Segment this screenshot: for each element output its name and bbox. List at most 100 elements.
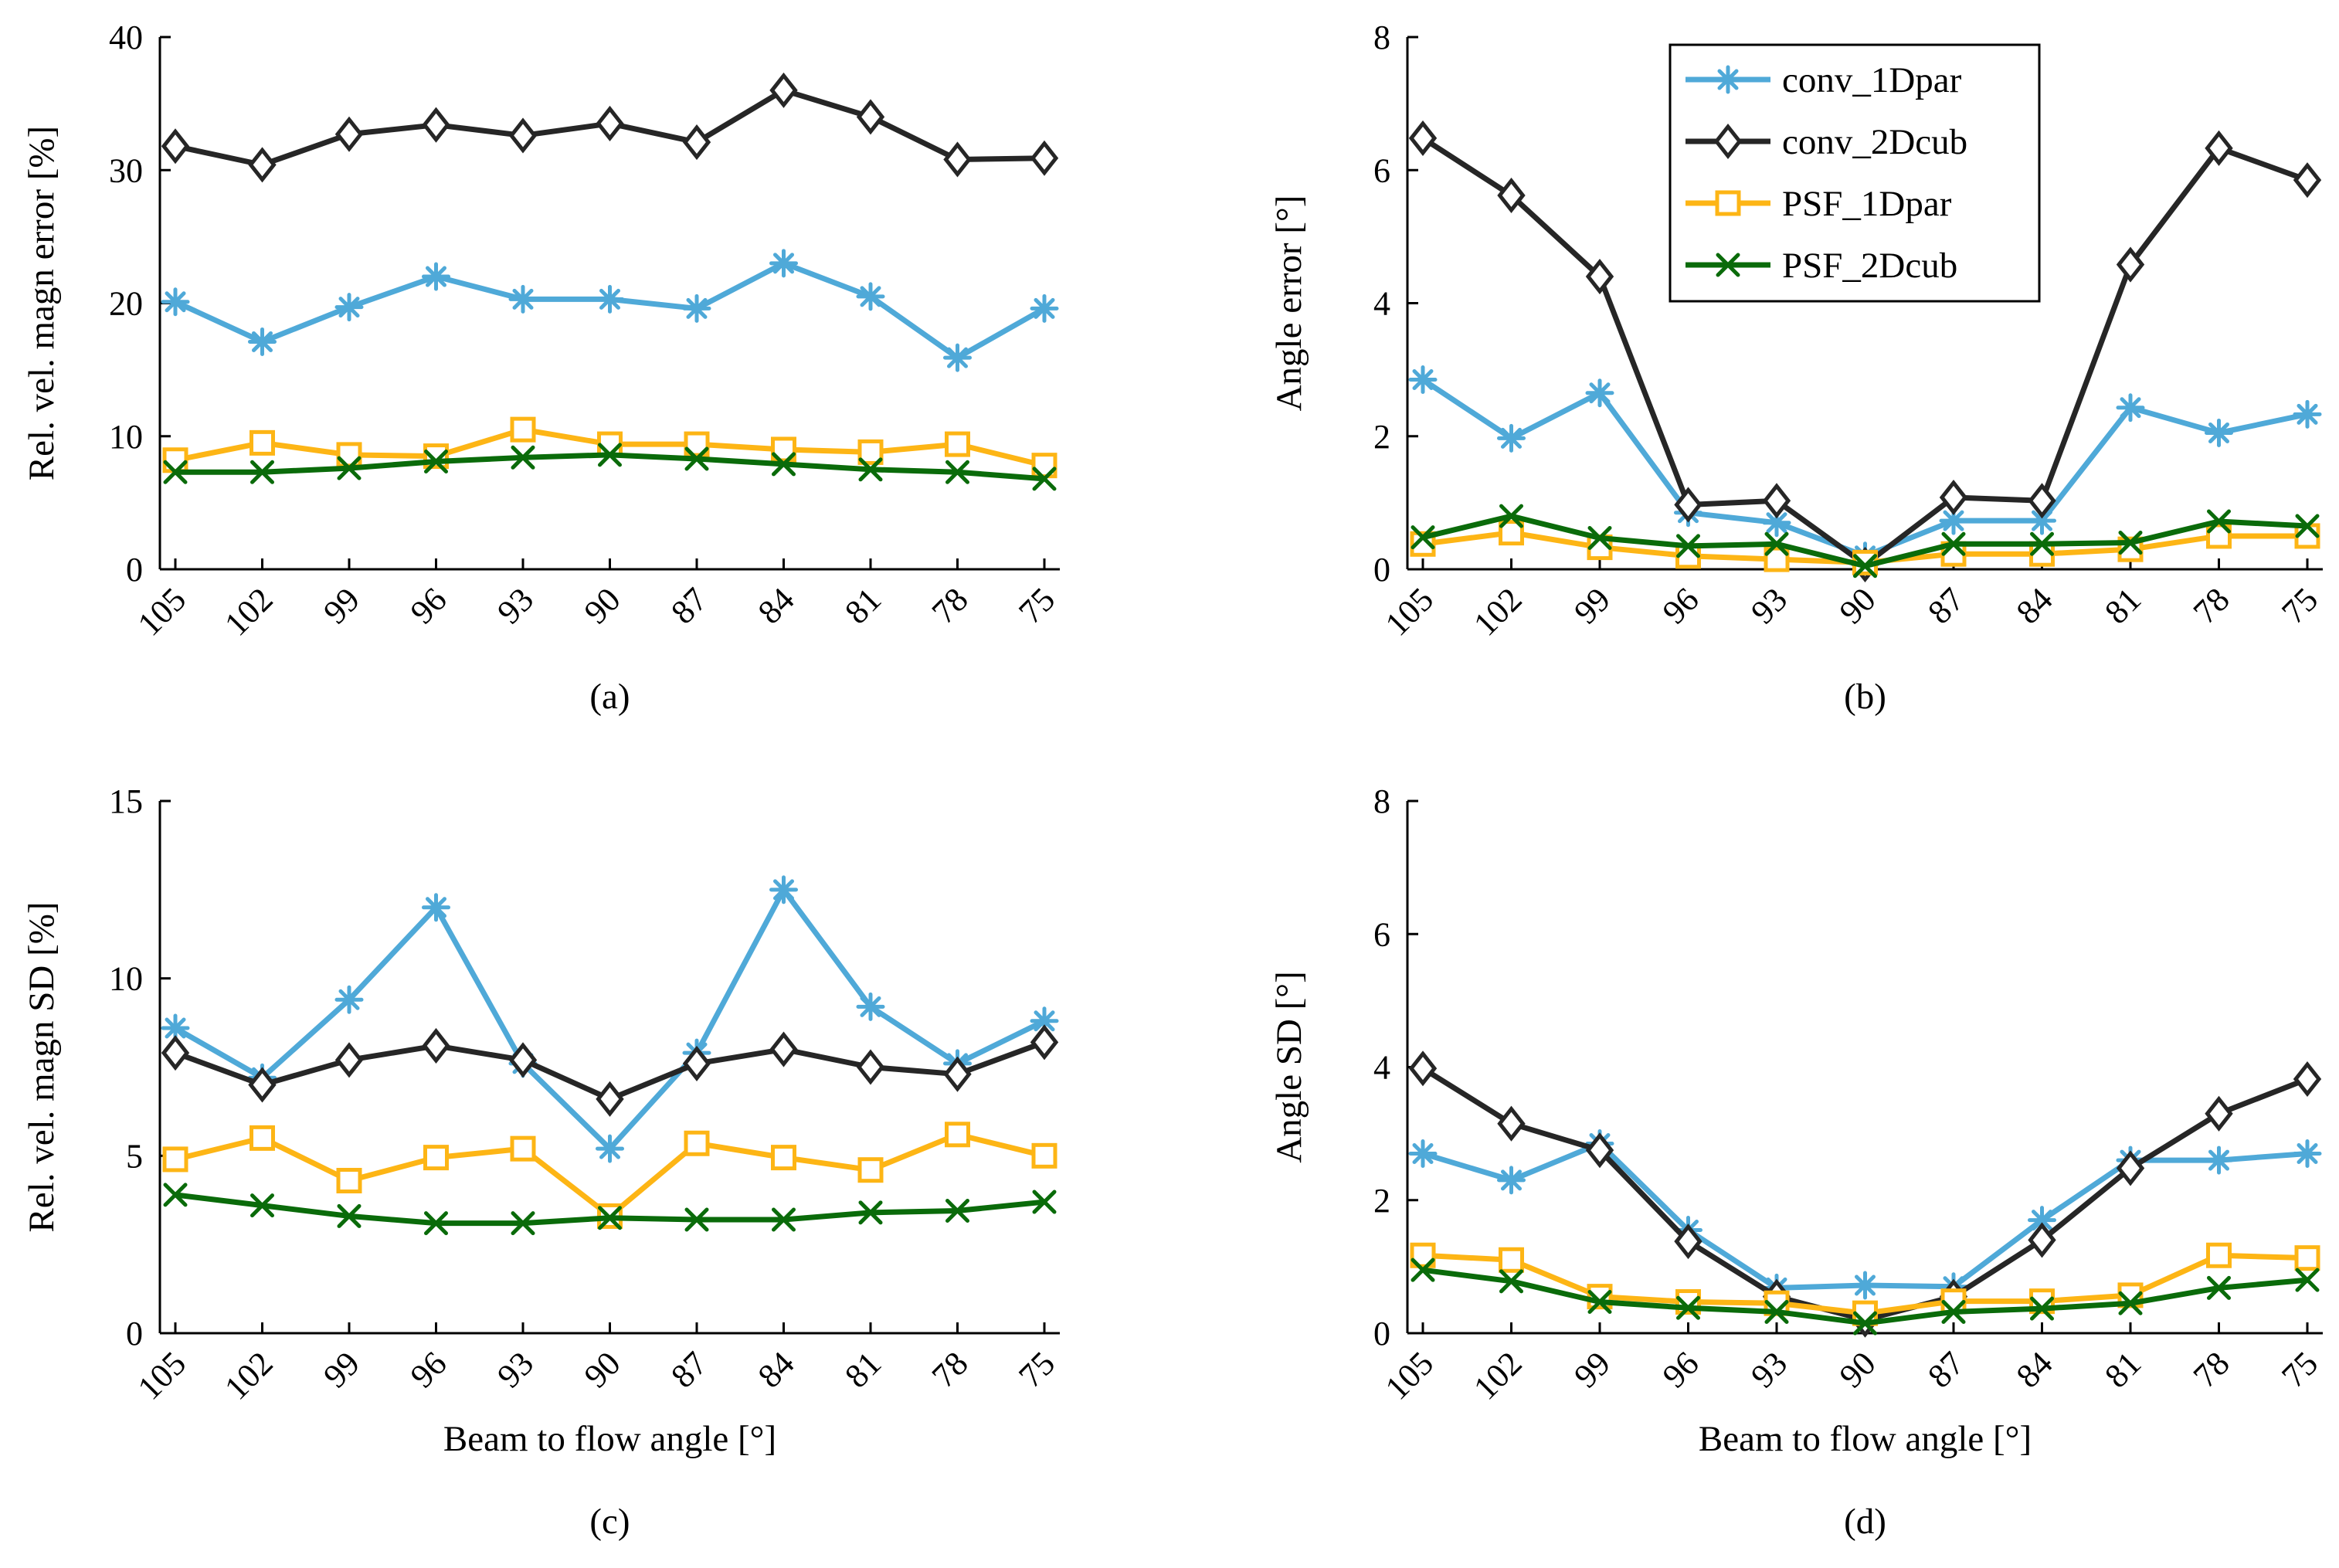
- data-point-conv-2dcub: [856, 99, 885, 135]
- data-point-conv-1dpar: [2293, 399, 2322, 429]
- panel-caption: (a): [589, 677, 630, 717]
- data-point-conv-1dpar: [1408, 1139, 1438, 1168]
- data-point-conv-2dcub: [1939, 479, 1968, 516]
- data-point-conv-2dcub: [2116, 246, 2145, 283]
- series-psf-1dpar: [1410, 520, 2320, 575]
- data-point-conv-1dpar: [856, 992, 885, 1021]
- data-point-psf-2dcub: [2295, 1268, 2320, 1292]
- data-point-conv-2dcub: [1762, 483, 1791, 519]
- data-point-psf-1dpar: [1940, 1288, 1967, 1315]
- data-point-conv-1dpar: [2028, 1206, 2056, 1235]
- y-axis-label: Rel. vel. magn error [%]: [22, 126, 62, 480]
- data-point-conv-2dcub: [1497, 177, 1526, 214]
- y-axis-label: Rel. vel. magn SD [%]: [22, 901, 62, 1232]
- legend-box: [1669, 43, 2041, 303]
- data-point-conv-1dpar: [334, 985, 364, 1014]
- data-point-conv-1dpar: [2205, 1145, 2233, 1175]
- data-point-psf-1dpar: [423, 1145, 449, 1171]
- data-point-psf-2dcub: [1032, 1190, 1057, 1214]
- data-point-psf-2dcub: [1941, 1299, 1966, 1324]
- data-point-conv-2dcub: [856, 1049, 885, 1085]
- data-point-conv-1dpar: [1762, 508, 1791, 538]
- series-psf-2dcub: [1411, 504, 2320, 579]
- legend-entry-psf-1dpar: PSF_1Dpar: [1686, 184, 1952, 224]
- data-point-psf-2dcub: [163, 460, 188, 484]
- data-point-psf-2dcub: [1499, 1269, 1523, 1294]
- data-point-psf-2dcub: [1853, 554, 1877, 579]
- data-point-conv-2dcub: [422, 107, 450, 143]
- panel-caption: (d): [1844, 1502, 1886, 1542]
- data-point-psf-1dpar: [857, 439, 884, 465]
- data-point-conv-1dpar: [161, 1013, 190, 1043]
- data-point-psf-1dpar: [250, 429, 275, 456]
- legend-label: PSF_2Dcub: [1782, 246, 1957, 286]
- y-tick-label: 4: [1373, 285, 1390, 323]
- data-point-conv-1dpar: [2028, 506, 2056, 535]
- data-point-conv-1dpar: [422, 893, 450, 922]
- data-point-psf-1dpar: [336, 1167, 362, 1193]
- series-conv-2dcub: [161, 72, 1059, 183]
- data-point-psf-2dcub: [684, 1207, 709, 1232]
- data-point-conv-1dpar: [1585, 378, 1614, 408]
- data-point-psf-1dpar: [771, 1145, 796, 1171]
- data-point-conv-2dcub: [1585, 259, 1614, 295]
- data-point-psf-2dcub: [598, 1206, 622, 1230]
- y-tick-label: 10: [109, 418, 143, 456]
- y-tick-label: 0: [1373, 551, 1390, 589]
- data-point-psf-2dcub: [1764, 531, 1789, 556]
- legend-entry-conv-1dpar: conv_1Dpar: [1686, 60, 1962, 100]
- data-point-conv-1dpar: [2116, 393, 2145, 423]
- data-point-conv-1dpar: [596, 1134, 624, 1163]
- data-point-psf-2dcub: [511, 1211, 535, 1236]
- data-point-psf-1dpar: [684, 1130, 710, 1156]
- x-axis-label: Beam to flow angle [°]: [443, 1419, 776, 1459]
- data-point-conv-1dpar: [769, 249, 798, 278]
- data-point-conv-1dpar: [1851, 1271, 1879, 1300]
- data-point-conv-1dpar: [1497, 423, 1526, 453]
- data-point-conv-2dcub: [769, 1031, 798, 1067]
- data-point-psf-1dpar: [250, 1125, 275, 1151]
- data-point-psf-1dpar: [945, 1122, 970, 1148]
- data-point-conv-1dpar: [248, 327, 277, 356]
- series-psf-2dcub: [163, 443, 1057, 491]
- legend-marker: [1713, 123, 1743, 160]
- data-point-conv-1dpar: [1497, 1166, 1526, 1195]
- series-psf-2dcub: [163, 1183, 1057, 1236]
- data-point-conv-2dcub: [1408, 1050, 1438, 1087]
- data-point-psf-2dcub: [1587, 526, 1612, 551]
- data-point-psf-2dcub: [424, 1211, 448, 1236]
- panel-caption: (b): [1844, 677, 1886, 717]
- data-point-psf-2dcub: [772, 452, 796, 477]
- data-point-psf-2dcub: [1676, 1295, 1700, 1320]
- data-point-psf-2dcub: [2118, 1291, 2143, 1315]
- data-point-conv-2dcub: [1585, 1132, 1614, 1169]
- data-point-conv-1dpar: [769, 875, 798, 904]
- data-point-conv-2dcub: [1408, 120, 1438, 156]
- data-point-psf-1dpar: [1031, 1142, 1057, 1169]
- y-tick-label: 5: [126, 1137, 143, 1175]
- y-tick-label: 15: [109, 782, 143, 820]
- legend-label: conv_1Dpar: [1782, 60, 1962, 100]
- data-point-conv-2dcub: [2293, 162, 2322, 199]
- data-point-conv-2dcub: [508, 117, 538, 154]
- data-point-conv-2dcub: [1674, 487, 1702, 523]
- data-point-psf-1dpar: [2206, 523, 2232, 549]
- data-point-conv-2dcub: [2028, 1222, 2056, 1258]
- data-point-psf-1dpar: [510, 416, 536, 443]
- data-point-psf-2dcub: [2030, 1296, 2054, 1321]
- legend-marker: [1716, 253, 1740, 277]
- data-point-psf-1dpar: [2206, 1242, 2232, 1268]
- data-point-conv-2dcub: [2028, 483, 2056, 519]
- data-point-psf-2dcub: [2207, 509, 2231, 534]
- series-psf-2dcub: [1411, 1257, 2320, 1336]
- data-point-psf-2dcub: [337, 1203, 362, 1228]
- legend-marker: [1713, 65, 1743, 94]
- series-conv-1dpar: [161, 249, 1059, 372]
- y-tick-label: 2: [1373, 1182, 1390, 1220]
- data-point-conv-2dcub: [2116, 1150, 2145, 1186]
- data-point-psf-2dcub: [2295, 514, 2320, 538]
- data-point-psf-2dcub: [945, 1199, 969, 1224]
- data-point-conv-2dcub: [334, 1042, 364, 1078]
- y-tick-label: 0: [126, 551, 143, 589]
